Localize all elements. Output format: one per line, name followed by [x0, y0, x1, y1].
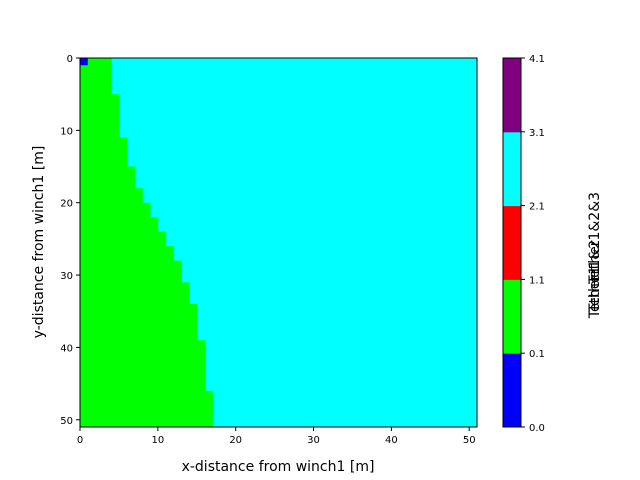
heatmap-region-row-13 [80, 390, 213, 428]
colorbar [503, 58, 521, 428]
x-axis-label: x-distance from winch1 [m] [182, 459, 375, 475]
heatmap-region-row-6 [80, 217, 159, 233]
colorbar-frame [502, 57, 522, 428]
colorbar-label-2: Tether1&2&3 [587, 192, 603, 285]
y-tick-label: 50 [60, 416, 73, 427]
x-tick-label: 20 [229, 435, 242, 446]
y-tick-label: 20 [60, 199, 73, 210]
y-tick-label: 10 [60, 126, 73, 137]
y-axis: 0 10 20 30 40 50 [60, 54, 80, 427]
colorbar-label-1: Tether1&2 [587, 240, 603, 313]
heatmap-cells [80, 58, 477, 428]
colorbar-ticks: 0.0 0.1 1.1 2.1 3.1 4.1 [521, 54, 545, 434]
heatmap-region-row-7 [80, 231, 167, 247]
y-tick-label: 0 [67, 54, 73, 65]
heatmap-region-row-11 [80, 304, 198, 341]
heatmap-region-row-8 [80, 246, 174, 262]
x-tick-label: 40 [385, 435, 398, 446]
colorbar-bin-4 [503, 58, 521, 133]
heatmap-region-row-4 [80, 188, 143, 204]
colorbar-bin-2 [503, 205, 521, 280]
colorbar-bin-3 [503, 131, 521, 207]
colorbar-tick-label: 0.1 [529, 349, 545, 360]
heatmap-region-row-10 [80, 282, 190, 305]
colorbar-tick-label: 4.1 [529, 54, 545, 65]
colorbar-tick-label: 1.1 [529, 275, 545, 286]
heatmap-region-row-1 [80, 94, 120, 139]
colorbar-tick-label: 3.1 [529, 128, 545, 139]
y-tick-label: 40 [60, 343, 73, 354]
x-tick-label: 10 [151, 435, 164, 446]
colorbar-tick-label: 2.1 [529, 202, 545, 213]
colorbar-bin-1 [503, 279, 521, 354]
y-tick-label: 30 [60, 271, 73, 282]
y-axis-label: y-distance from winch1 [m] [31, 146, 47, 339]
heatmap-region-row-5 [80, 202, 151, 218]
x-axis: 0 10 20 30 40 50 [77, 427, 476, 446]
colorbar-bin-0 [503, 353, 521, 428]
heatmap-region-row-3 [80, 166, 135, 189]
heatmap-origin-cell [80, 58, 88, 66]
x-tick-label: 30 [307, 435, 320, 446]
x-tick-label: 0 [77, 435, 83, 446]
colorbar-label-0: Tether1 [587, 266, 603, 319]
heatmap-region-row-12 [80, 340, 206, 392]
heatmap-region-row-2 [80, 137, 128, 168]
heatmap-region-row-9 [80, 260, 182, 283]
colorbar-tick-label: 0.0 [529, 423, 545, 434]
plot-frame [79, 57, 478, 428]
x-tick-label: 50 [463, 435, 476, 446]
